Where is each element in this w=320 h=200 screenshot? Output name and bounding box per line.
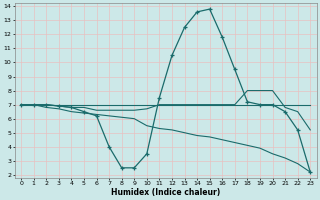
X-axis label: Humidex (Indice chaleur): Humidex (Indice chaleur) [111,188,220,197]
